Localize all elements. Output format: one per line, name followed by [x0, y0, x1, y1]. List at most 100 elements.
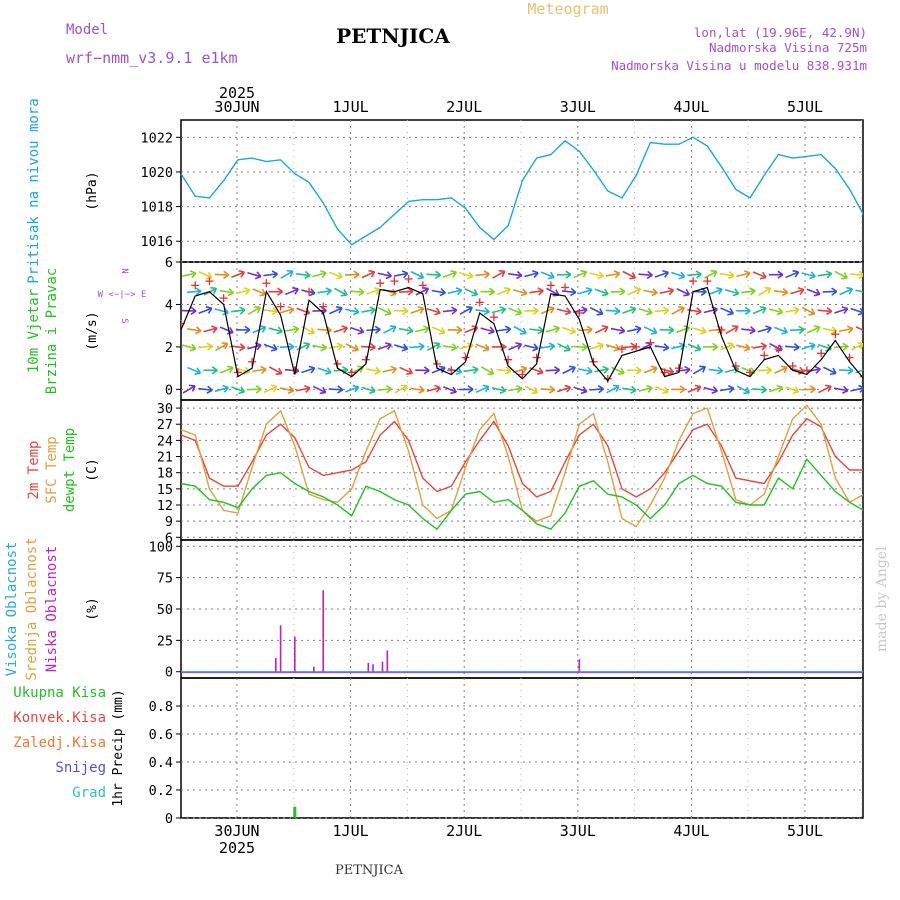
gust-marker	[262, 279, 271, 288]
wind-arrow	[198, 385, 213, 394]
wind-arrow	[627, 286, 642, 296]
wind-arrow	[431, 326, 446, 335]
wind-arrow	[415, 325, 430, 334]
wind-arrow	[491, 306, 507, 315]
wind-arrow	[606, 384, 620, 394]
wind-arrow	[459, 385, 474, 394]
bottom-date-label: 4JUL	[673, 822, 709, 840]
wind-arrow	[345, 343, 359, 352]
series-group	[181, 136, 863, 246]
elevation-label: Nadmorska Visina 725m	[709, 40, 867, 55]
wind-arrow	[312, 343, 327, 352]
y-tick-label: 9	[165, 514, 173, 530]
cloud-bar	[578, 659, 581, 672]
y-tick-label: 6	[165, 530, 173, 546]
legend-label: Ukupna Kisa	[13, 685, 106, 701]
wind-arrow	[622, 306, 637, 314]
top-date-label: 4JUL	[673, 98, 709, 116]
panel-precipitation: 0 0.2 0.4 0.6 0.8 1hr Precip (mm) Ukupna Kisa K…	[13, 677, 864, 827]
wind-arrow	[219, 287, 235, 297]
wind-arrow	[703, 306, 718, 315]
unit-label: (%)	[85, 597, 100, 620]
wind-arrow	[622, 385, 637, 394]
wind-arrow	[573, 306, 588, 315]
wind-arrow	[268, 287, 283, 296]
wind-arrow	[382, 325, 397, 334]
wind-arrow	[496, 325, 512, 334]
wind-arrow	[296, 342, 311, 351]
wind-arrow	[562, 365, 576, 375]
wind-arrow	[475, 270, 490, 279]
wind-arrow	[312, 385, 327, 395]
wind-arrow	[252, 288, 267, 297]
wind-arrow	[545, 366, 561, 375]
wind-arrow	[557, 343, 571, 352]
wind-arrow	[573, 342, 588, 352]
wind-arrow	[447, 325, 463, 335]
wind-arrow	[382, 365, 398, 374]
wind-arrow	[230, 306, 246, 315]
gust-marker	[689, 277, 698, 286]
wind-arrow	[344, 307, 360, 316]
wind-arrow	[757, 325, 772, 334]
wind-arrow	[442, 343, 458, 352]
wind-arrow	[247, 305, 261, 315]
sfc-temp-line	[181, 404, 863, 528]
gust-marker	[774, 345, 783, 354]
wind-arrow	[676, 325, 691, 334]
wind-arrow	[263, 306, 278, 316]
wind-arrow	[410, 270, 425, 280]
wind-arrow	[806, 288, 821, 297]
panel-frame	[180, 119, 864, 263]
gust-marker	[646, 338, 655, 347]
wind-arrow	[285, 286, 299, 296]
wind-arrow	[263, 270, 278, 279]
wind-arrow	[442, 269, 458, 278]
wind-arrow	[328, 342, 344, 351]
y-tick-label: 100	[149, 539, 173, 555]
wind-arrow	[638, 270, 653, 280]
wind-arrow	[785, 342, 800, 352]
wind-arrow	[296, 270, 311, 280]
wind-arrow	[774, 365, 788, 374]
cloud-bar	[322, 590, 324, 672]
axis-label: Visoka Oblacnost	[4, 542, 20, 677]
wind-arrow	[708, 286, 723, 295]
unit-label: (m/s)	[85, 311, 100, 350]
wind-arrow	[187, 366, 202, 376]
cloud-bar	[279, 625, 282, 672]
unit-label: (C)	[85, 458, 100, 481]
wind-arrow	[268, 366, 283, 376]
y-tick-label: 0.6	[149, 727, 173, 743]
wind-direction-legend: W <−|−> E N S	[98, 268, 147, 323]
wind-arrow	[349, 287, 365, 297]
wind-arrow	[540, 342, 556, 351]
wind-arrow	[496, 286, 511, 296]
wind-arrow	[741, 326, 756, 335]
y-tick-label: 2	[165, 340, 173, 356]
wind-direction-label: W <−|−> E	[98, 290, 147, 300]
precip-bar	[293, 806, 297, 818]
wind-arrow	[850, 342, 863, 351]
panel-frame	[180, 399, 864, 541]
wind-arrow	[366, 286, 381, 295]
lonlat-label: lon,lat (19.96E, 42.9N)	[694, 25, 867, 40]
top-date-labels: 30JUN 1JUL 2JUL 3JUL 4JUL 5JUL	[214, 98, 823, 116]
top-date-label: 5JUL	[787, 98, 823, 116]
wind-arrow	[703, 342, 719, 352]
wind-arrow	[219, 365, 234, 374]
wind-arrow	[361, 386, 376, 395]
wind-arrow	[540, 385, 556, 394]
wind-arrow	[496, 366, 512, 375]
wind-arrow	[329, 305, 343, 315]
wind-arrow	[361, 269, 376, 279]
wind-arrow	[393, 343, 409, 352]
wind-arrow	[687, 343, 702, 352]
gust-marker	[276, 302, 285, 311]
y-tick-label: 4	[165, 297, 173, 313]
wind-arrow	[594, 365, 609, 374]
wind-arrow	[578, 325, 593, 334]
wind-arrow	[719, 384, 735, 394]
cloud-bar	[372, 664, 374, 672]
gust-marker	[418, 281, 427, 290]
